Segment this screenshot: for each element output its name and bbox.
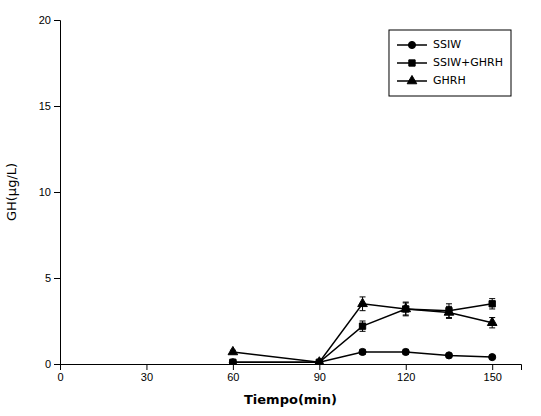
tick-label: 0 [57,371,63,383]
tick-mark [54,192,60,193]
series [228,297,497,364]
point [359,323,365,329]
marks [228,297,497,364]
tick-label: 60 [227,371,239,383]
x-axis: 0 30 60 90 120 150 [57,364,521,383]
tick: 0 [57,364,63,383]
legend-label: GHRH [433,74,466,87]
plot: 0 30 60 90 120 150 0 5 10 15 20 SSIW SSIW+GHRH GHRH [39,14,522,383]
tick-label: 20 [39,14,51,26]
tick-mark [406,364,407,370]
error-bar [360,321,366,331]
tick-mark [54,20,60,21]
chart: 0 30 60 90 120 150 0 5 10 15 20 SSIW SSIW+GHRH GHRH Ti… [0,0,541,416]
point [229,359,236,364]
tick: 10 [39,186,60,198]
point [359,348,366,355]
line [233,304,492,362]
point [315,357,325,364]
tick-mark [146,364,147,370]
legend-marker [409,60,415,66]
tick: 15 [39,100,60,112]
legend-label: SSIW+GHRH [433,56,503,69]
error-bar [489,299,495,309]
point [444,307,454,315]
legend-label: SSIW [433,38,461,51]
tick: 5 [45,272,60,284]
point [402,348,409,355]
legend: SSIW SSIW+GHRH GHRH [389,30,511,96]
point [358,298,368,306]
tick-mark [54,364,60,365]
y-axis: 0 5 10 15 20 [39,14,61,370]
tick-label: 120 [397,371,415,383]
tick-mark [319,364,320,370]
x-axis-title: Tiempo(min) [244,392,337,407]
legend-marker [408,41,415,48]
tick: 90 [314,364,326,383]
tick: 150 [484,364,502,383]
tick-label: 30 [141,371,153,383]
point [489,354,496,361]
point [489,301,495,307]
point [228,346,238,354]
tick: 60 [227,364,239,383]
tick-mark [492,364,493,370]
point [445,352,452,359]
tick-mark [233,364,234,370]
tick-label: 150 [484,371,502,383]
tick-label: 10 [39,186,51,198]
error-bar [360,349,366,354]
error-bar [403,349,409,354]
y-axis-title: GH(μg/L) [4,163,19,221]
tick-mark [54,278,60,279]
tick: 20 [39,14,60,26]
tick-label: 0 [45,358,51,370]
tick: 120 [397,364,415,383]
legend-marker [407,75,417,83]
axis-line [54,21,61,365]
point [487,317,497,325]
legend-frame [389,30,511,96]
tick: 0 [45,358,60,370]
tick-label: 90 [314,371,326,383]
point [230,359,236,364]
tick-label: 5 [45,272,51,284]
point [401,303,411,311]
tick: 30 [141,364,153,383]
tick-label: 15 [39,100,51,112]
line [233,304,492,362]
axis-line [61,365,522,371]
tick-mark [54,106,60,107]
